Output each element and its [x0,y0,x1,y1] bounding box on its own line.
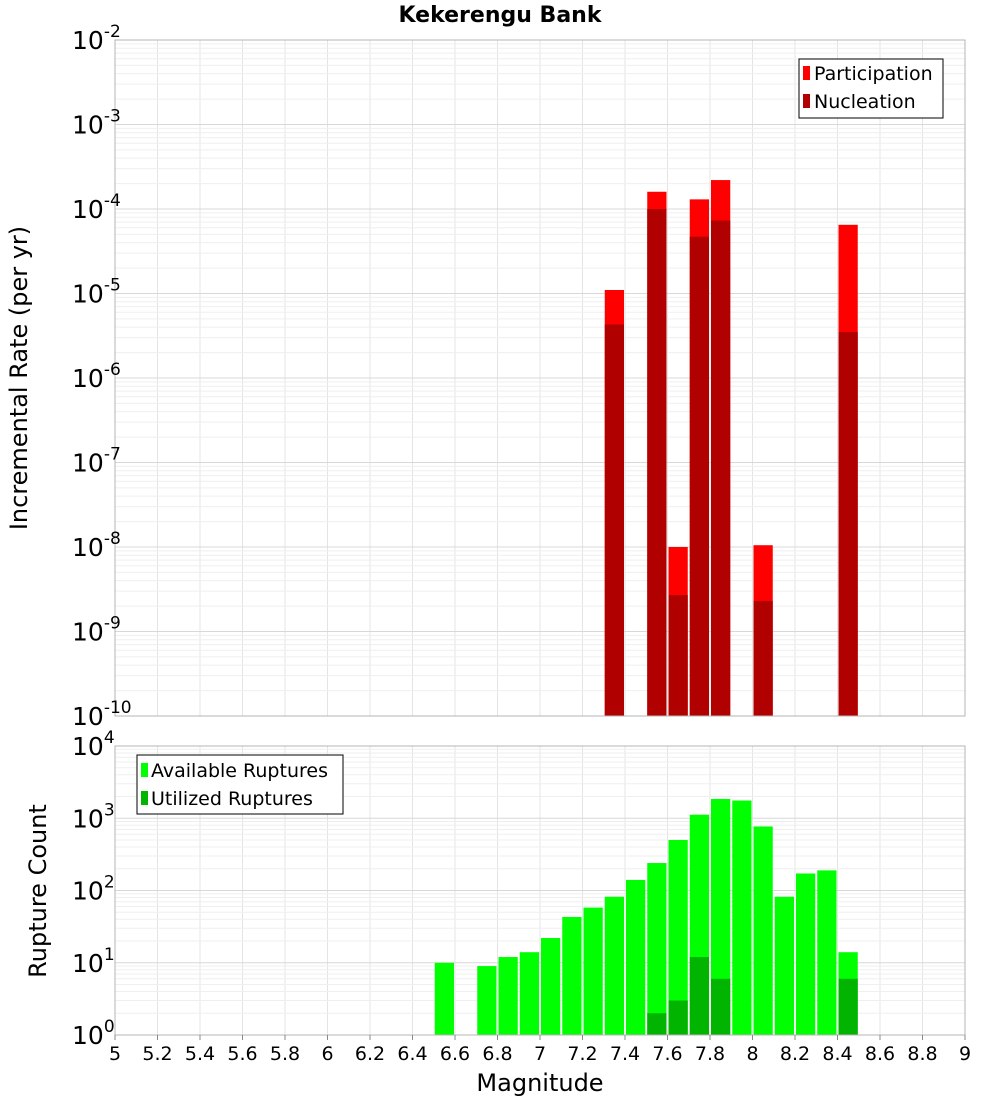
x-tick-label: 6.4 [397,1043,427,1065]
count-bar-available-ruptures [562,916,582,1035]
count-y-tick-label: 101 [72,945,115,978]
rate-y-tick-label: 10-4 [72,191,121,224]
rate-legend-box [798,58,944,119]
count-bar-available-ruptures [477,966,497,1035]
x-tick-label: 5.6 [227,1043,257,1065]
participation-swatch [803,66,810,80]
count-legend: Available Ruptures Utilized Ruptures [136,754,344,815]
available-swatch [141,763,148,777]
rate-y-tick-label: 10-2 [72,22,121,55]
x-tick-label: 7.8 [695,1043,725,1065]
count-bar-utilized-ruptures [668,1000,688,1035]
x-tick-label: 5.4 [185,1043,215,1065]
rate-y-tick-label: 10-8 [72,529,121,562]
count-bar-available-ruptures [817,870,837,1035]
nucleation-swatch [803,94,810,108]
x-tick-label: 8.4 [822,1043,852,1065]
rate-bars [604,180,858,717]
x-tick-label: 6.2 [355,1043,385,1065]
count-bar-available-ruptures [519,952,539,1035]
count-bar-utilized-ruptures [689,957,709,1035]
x-tick-label: 7.2 [567,1043,597,1065]
rate-grid [114,40,966,717]
rate-y-tick-label: 10-5 [72,276,121,309]
x-tick-label: 7.4 [610,1043,640,1065]
x-tick-label: 7 [534,1043,546,1065]
count-y-tick-label: 103 [72,800,115,833]
count-y-tick-label: 102 [72,873,115,906]
rate-legend: Participation Nucleation [798,58,944,119]
rate-y-tick-label: 10-3 [72,107,121,140]
count-bar-utilized-ruptures [711,978,731,1035]
legend-available-label: Available Ruptures [151,760,328,782]
x-tick-label: 8.2 [780,1043,810,1065]
legend-nucleation-label: Nucleation [814,91,916,113]
rate-y-axis-label: Incremental Rate (per yr) [5,226,33,530]
count-bar-available-ruptures [774,896,794,1035]
rate-bar-nucleation [711,220,731,716]
x-tick-label: 8.6 [865,1043,895,1065]
rate-bar-nucleation [647,209,667,716]
rate-bar-nucleation [838,332,858,716]
count-y-tick-label: 104 [72,728,115,761]
utilized-swatch [141,791,148,805]
count-bar-available-ruptures [796,873,816,1035]
x-tick-label: 5.8 [270,1043,300,1065]
count-legend-box [136,754,344,815]
x-tick-label: 6 [321,1043,333,1065]
rate-y-tick-label: 10-10 [72,698,132,731]
rate-bar-nucleation [753,600,773,716]
x-tick-label: 6.6 [440,1043,470,1065]
count-bar-utilized-ruptures [838,978,858,1035]
x-axis-label: Magnitude [476,1069,603,1097]
count-bar-available-ruptures [626,879,646,1035]
count-bar-available-ruptures [647,863,667,1035]
count-bars [434,798,858,1035]
count-bar-available-ruptures [604,896,624,1035]
count-bar-available-ruptures [583,907,603,1035]
count-bar-available-ruptures [668,839,688,1035]
x-tick-label: 7.6 [652,1043,682,1065]
rate-plot-frame [114,39,966,717]
rate-y-tick-label: 10-9 [72,614,121,647]
rate-bar-nucleation [689,236,709,716]
rate-y-tick-label: 10-7 [72,445,121,478]
x-tick-label: 8 [746,1043,758,1065]
chart-title: Kekerengu Bank [399,3,603,28]
x-tick-label: 5.2 [142,1043,172,1065]
count-bar-available-ruptures [498,957,518,1035]
count-bar-available-ruptures [711,798,731,1035]
rate-bar-nucleation [668,595,688,716]
rate-bar-nucleation [604,324,624,716]
x-tick-label: 8.8 [907,1043,937,1065]
x-tick-label: 9 [959,1043,971,1065]
x-ticks: 5 5.2 5.4 5.6 5.8 6 6.2 6.4 6.6 6.8 7 7.2 7.4 7.6 7.8 8… [109,1035,971,1065]
legend-utilized-label: Utilized Ruptures [151,788,313,810]
rate-y-tick-label: 10-6 [72,360,121,393]
legend-participation-label: Participation [814,63,933,85]
count-bar-utilized-ruptures [647,1013,667,1035]
x-tick-label: 6.8 [482,1043,512,1065]
count-bar-available-ruptures [434,962,454,1035]
x-tick-label: 5 [109,1043,121,1065]
count-bar-available-ruptures [753,826,773,1035]
count-bar-available-ruptures [541,938,561,1035]
count-bar-available-ruptures [732,800,752,1035]
count-y-axis-label: Rupture Count [24,804,52,978]
